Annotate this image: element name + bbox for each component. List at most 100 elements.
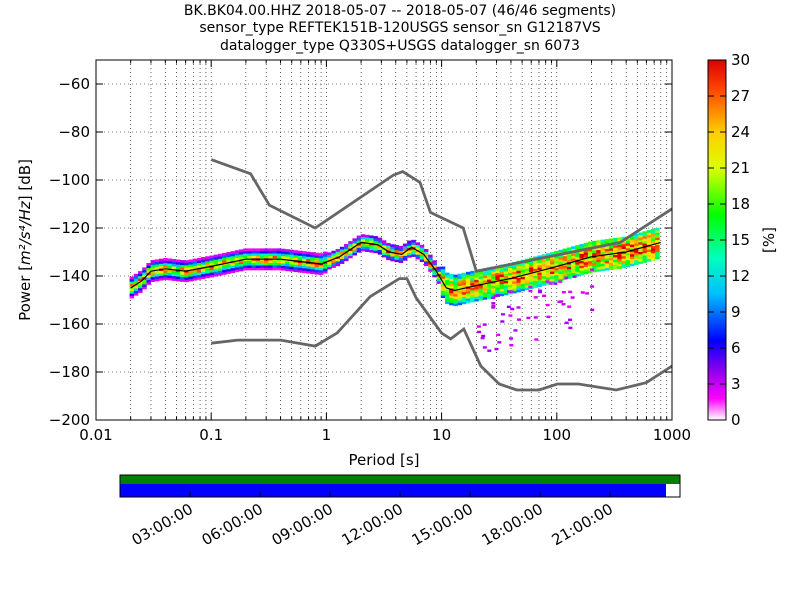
heatmap-cell	[268, 262, 273, 266]
heatmap-cell	[558, 278, 563, 282]
heatmap-cell	[306, 254, 311, 257]
y-axis-label: Power [m²/s⁴/Hz] [dB]	[16, 159, 34, 321]
heatmap-cell	[327, 252, 332, 256]
heatmap-cell	[352, 250, 357, 254]
heatmap-cell	[222, 264, 227, 268]
chart-title-line-2: sensor_type REFTEK151B-120USGS sensor_sn…	[199, 20, 601, 36]
heatmap-cell	[638, 244, 643, 248]
heatmap-cell	[617, 261, 622, 265]
heatmap-cell	[306, 256, 311, 260]
heatmap-cell	[407, 242, 412, 246]
heatmap-cell	[192, 265, 198, 269]
heatmap-cell	[642, 257, 648, 261]
heatmap-cell	[402, 248, 408, 252]
heatmap-cell	[550, 261, 555, 265]
heatmap-cell	[226, 256, 231, 260]
heatmap-cell	[272, 255, 278, 259]
heatmap-cell	[133, 273, 139, 277]
heatmap-cell	[503, 285, 509, 289]
heatmap-cell	[499, 283, 505, 287]
heatmap-cell	[575, 257, 580, 260]
heatmap-cell	[538, 290, 543, 294]
heatmap-cell	[444, 277, 450, 281]
heatmap-cell	[617, 249, 622, 253]
heatmap-cell	[509, 337, 514, 340]
heatmap-cell	[352, 240, 357, 244]
heatmap-cell	[369, 245, 374, 248]
heatmap-cell	[386, 245, 391, 249]
heatmap-cell	[280, 260, 286, 264]
heatmap-cell	[423, 253, 429, 257]
heatmap-cell	[280, 248, 286, 252]
heatmap-cell	[474, 277, 479, 280]
heatmap-cell	[142, 281, 147, 285]
heatmap-cell	[289, 261, 294, 265]
heatmap-cell	[474, 296, 479, 300]
heatmap-cell	[516, 268, 521, 271]
heatmap-cell	[365, 246, 370, 250]
heatmap-cell	[621, 260, 627, 264]
heatmap-cell	[440, 271, 446, 275]
heatmap-cell	[293, 264, 299, 268]
heatmap-cell	[545, 272, 551, 276]
heatmap-cell	[398, 255, 404, 259]
heatmap-cell	[465, 271, 471, 275]
heatmap-cell	[470, 275, 475, 279]
heatmap-cell	[529, 264, 534, 268]
heatmap-cell	[524, 282, 530, 286]
heatmap-cell	[608, 257, 614, 261]
heatmap-cell	[272, 267, 278, 271]
heatmap-cell	[344, 255, 349, 259]
heatmap-cell	[402, 257, 408, 261]
heatmap-cell	[251, 262, 257, 266]
heatmap-cell	[415, 244, 421, 248]
heatmap-cell	[280, 265, 286, 269]
heatmap-cell	[545, 262, 551, 266]
heatmap-cell	[331, 260, 336, 264]
heatmap-cell	[289, 264, 294, 267]
heatmap-cell	[491, 304, 496, 308]
heatmap-cell	[314, 269, 320, 273]
heatmap-cell	[247, 248, 252, 252]
heatmap-cell	[499, 288, 505, 292]
heatmap-cell	[335, 263, 341, 267]
heatmap-cell	[474, 293, 479, 297]
heatmap-cell	[365, 249, 370, 252]
heatmap-cell	[541, 275, 547, 279]
heatmap-cell	[129, 295, 135, 299]
heatmap-cell	[554, 267, 559, 271]
heatmap-cell	[217, 265, 223, 269]
heatmap-cell	[465, 274, 471, 277]
heatmap-cell	[550, 280, 555, 284]
heatmap-cell	[638, 237, 643, 240]
heatmap-cell	[621, 265, 627, 269]
heatmap-cell	[196, 272, 202, 275]
heatmap-cell	[650, 238, 656, 242]
heatmap-cell	[247, 267, 252, 271]
heatmap-cell	[276, 253, 282, 256]
heatmap-cell	[373, 236, 378, 239]
heatmap-cell	[209, 269, 215, 273]
x-tick-label: 100	[542, 426, 571, 444]
heatmap-cell	[508, 286, 513, 290]
heatmap-cell	[394, 259, 400, 263]
heatmap-cell	[550, 252, 555, 255]
heatmap-cell	[558, 259, 563, 263]
heatmap-cell	[510, 307, 515, 311]
heatmap-cell	[306, 270, 311, 274]
heatmap-cell	[608, 260, 614, 263]
heatmap-cell	[318, 257, 324, 261]
heatmap-cell	[398, 260, 404, 263]
heatmap-cell	[558, 254, 563, 258]
heatmap-cell	[327, 266, 332, 270]
heatmap-cell	[159, 261, 164, 264]
heatmap-cell	[259, 265, 265, 268]
heatmap-cell	[579, 263, 585, 266]
heatmap-cell	[457, 280, 463, 284]
heatmap-cell	[541, 263, 547, 267]
heatmap-cell	[516, 263, 521, 266]
heatmap-cell	[596, 259, 601, 263]
heatmap-cell	[553, 282, 558, 285]
heatmap-cell	[579, 270, 585, 274]
heatmap-cell	[625, 257, 631, 261]
